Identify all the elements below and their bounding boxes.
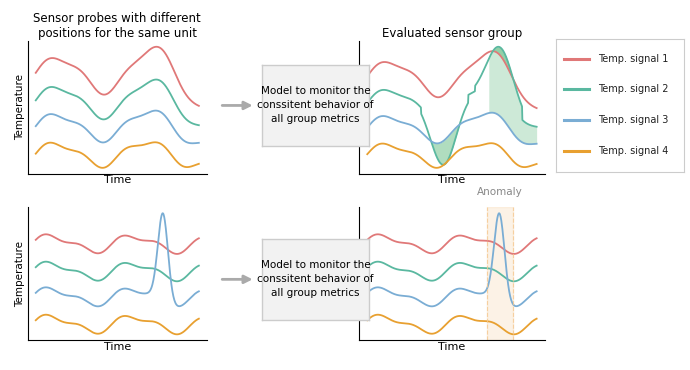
Y-axis label: Temperature: Temperature xyxy=(14,241,25,307)
FancyArrowPatch shape xyxy=(222,276,250,283)
Title: Evaluated sensor group: Evaluated sensor group xyxy=(382,27,522,40)
Bar xyxy=(487,207,513,340)
X-axis label: Time: Time xyxy=(104,175,131,185)
Y-axis label: Temperature: Temperature xyxy=(346,74,356,140)
Text: Temp. signal 3: Temp. signal 3 xyxy=(598,115,669,125)
Text: Temp. signal 4: Temp. signal 4 xyxy=(598,146,669,156)
Text: Temp. signal 2: Temp. signal 2 xyxy=(598,84,669,94)
X-axis label: Time: Time xyxy=(104,342,131,352)
FancyArrowPatch shape xyxy=(222,102,250,109)
X-axis label: Time: Time xyxy=(438,175,466,185)
Text: Model to monitor the
conssitent behavior of
all group metrics: Model to monitor the conssitent behavior… xyxy=(257,260,374,298)
Y-axis label: Temperature: Temperature xyxy=(14,74,25,140)
Title: Sensor probes with different
positions for the same unit: Sensor probes with different positions f… xyxy=(33,11,201,40)
X-axis label: Time: Time xyxy=(438,342,466,352)
Text: Anomaly: Anomaly xyxy=(477,186,523,196)
Text: Temp. signal 1: Temp. signal 1 xyxy=(598,54,669,64)
Text: Model to monitor the
conssitent behavior of
all group metrics: Model to monitor the conssitent behavior… xyxy=(257,87,374,124)
Y-axis label: Temperature: Temperature xyxy=(346,241,356,307)
